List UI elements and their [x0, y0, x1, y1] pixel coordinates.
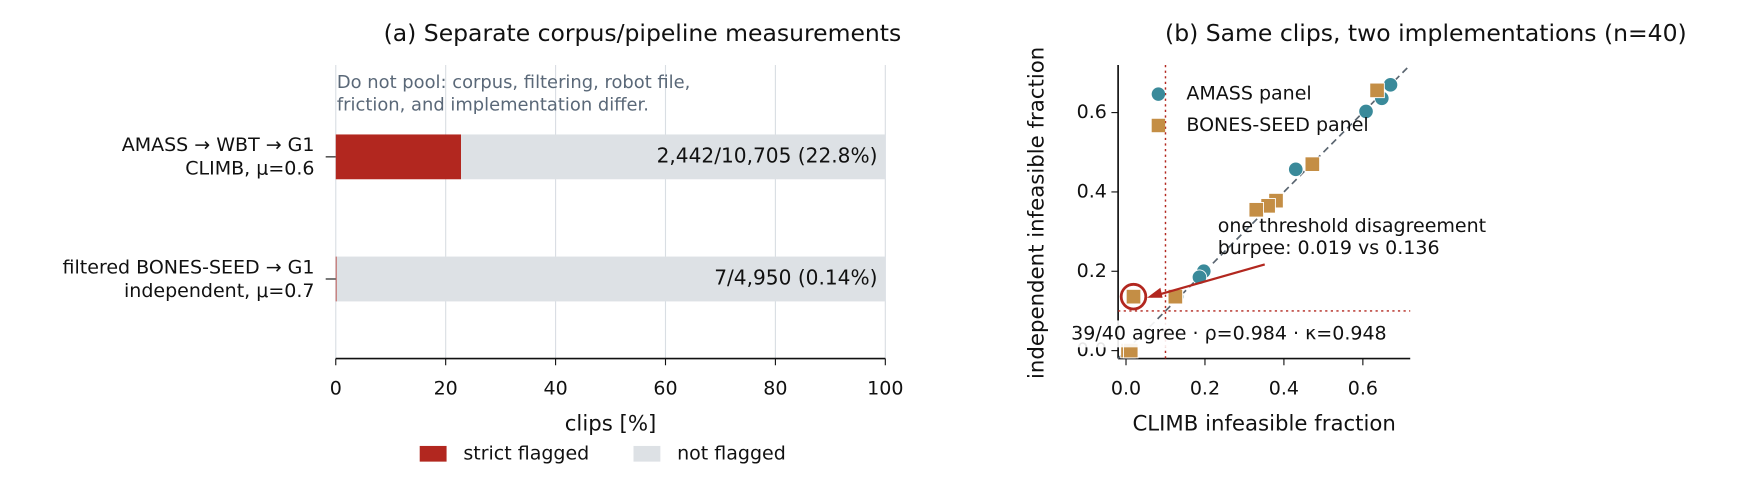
bar-segment	[335, 256, 337, 302]
annotation: burpee: 0.019 vs 0.136	[1218, 237, 1440, 259]
annotation: one threshold disagreement	[1218, 215, 1486, 237]
point	[1248, 202, 1264, 218]
y-axis-label: independent infeasible fraction	[1025, 47, 1050, 379]
legend-swatch	[633, 445, 661, 462]
y-tick-label: 0.4	[1077, 180, 1107, 202]
x-tick-label: 0.4	[1269, 377, 1299, 399]
chart-title: (b) Same clips, two implementations (n=4…	[1165, 19, 1687, 47]
x-axis-label: clips [%]	[565, 412, 657, 437]
annotation: friction, and implementation differ.	[337, 94, 649, 115]
x-tick-label: 20	[434, 377, 458, 399]
y-tick-label: filtered BONES-SEED → G1	[63, 256, 315, 278]
y-tick-label: independent, μ=0.7	[124, 280, 314, 302]
bar-segment	[335, 134, 462, 180]
y-tick-label: 0.2	[1077, 260, 1107, 282]
y-tick-label: CLIMB, μ=0.6	[185, 158, 314, 180]
x-tick-label: 80	[763, 377, 787, 399]
x-tick-label: 0.6	[1348, 377, 1378, 399]
point	[1125, 288, 1142, 305]
x-tick-label: 0.2	[1190, 377, 1220, 399]
annotation: Do not pool: corpus, filtering, robot fi…	[337, 72, 690, 93]
chart-title: (a) Separate corpus/pipeline measurement…	[384, 19, 902, 47]
legend-swatch	[419, 445, 447, 462]
legend-label: strict flagged	[463, 442, 589, 464]
legend-label: AMASS panel	[1186, 83, 1311, 105]
point	[1358, 103, 1374, 120]
arrow-head	[1146, 287, 1163, 298]
highlight-ring	[1119, 282, 1148, 311]
annotation-arrow	[1151, 263, 1266, 298]
legend-label: not flagged	[677, 442, 786, 464]
x-tick-label: 60	[653, 377, 677, 399]
x-tick-label: 0.0	[1111, 377, 1141, 399]
point	[1304, 156, 1321, 172]
bar-segment	[461, 134, 886, 180]
stats-box	[1052, 320, 1406, 348]
x-axis-label: CLIMB infeasible fraction	[1132, 412, 1395, 437]
x-tick-label: 100	[867, 377, 903, 399]
value-label: 2,442/10,705 (22.8%)	[657, 143, 878, 167]
legend-label: BONES-SEED panel	[1186, 114, 1368, 136]
legend-marker	[1151, 118, 1166, 133]
value-label: 7/4,950 (0.14%)	[714, 265, 877, 289]
point	[1369, 82, 1385, 99]
legend-marker	[1151, 87, 1166, 101]
x-tick-label: 0	[330, 377, 342, 399]
point	[1382, 77, 1399, 93]
stats-text: 39/40 agree · ρ=0.984 · κ=0.948	[1071, 322, 1386, 344]
y-tick-label: AMASS → WBT → G1	[122, 134, 315, 156]
y-tick-label: 0.6	[1077, 101, 1107, 123]
point	[1288, 161, 1304, 178]
bar-segment	[336, 256, 886, 302]
x-tick-label: 40	[543, 377, 567, 399]
